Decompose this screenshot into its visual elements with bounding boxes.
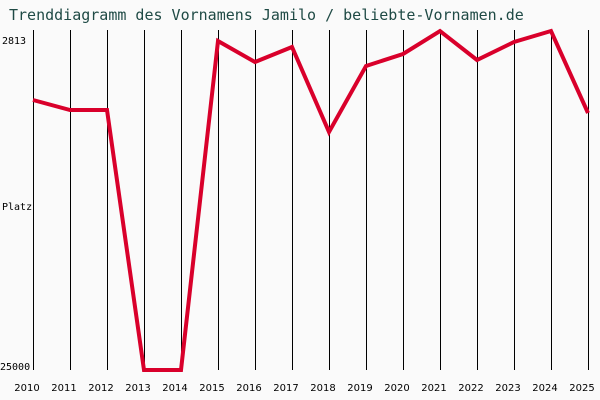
trend-line [32, 28, 590, 372]
chart-title: Trenddiagramm des Vornamens Jamilo / bel… [9, 6, 524, 24]
x-tick-label: 2011 [51, 383, 76, 394]
x-tick-label: 2013 [125, 383, 150, 394]
x-tick-label: 2024 [532, 383, 557, 394]
x-tick-label: 2023 [495, 383, 520, 394]
x-tick-label: 2015 [199, 383, 224, 394]
y-axis-title: Platz [2, 202, 33, 213]
x-tick-label: 2019 [347, 383, 372, 394]
x-tick-label: 2020 [384, 383, 409, 394]
x-tick-label: 2010 [14, 383, 39, 394]
x-tick-label: 2025 [569, 383, 594, 394]
x-tick-label: 2018 [310, 383, 335, 394]
y-axis-top-label: 2813 [2, 36, 27, 47]
x-tick-label: 2016 [236, 383, 261, 394]
x-tick-label: 2022 [458, 383, 483, 394]
x-tick-label: 2017 [273, 383, 298, 394]
x-tick-label: 2012 [88, 383, 113, 394]
x-tick-label: 2014 [162, 383, 187, 394]
x-tick-label: 2021 [421, 383, 446, 394]
y-axis-bottom-label: 25000 [0, 362, 31, 373]
